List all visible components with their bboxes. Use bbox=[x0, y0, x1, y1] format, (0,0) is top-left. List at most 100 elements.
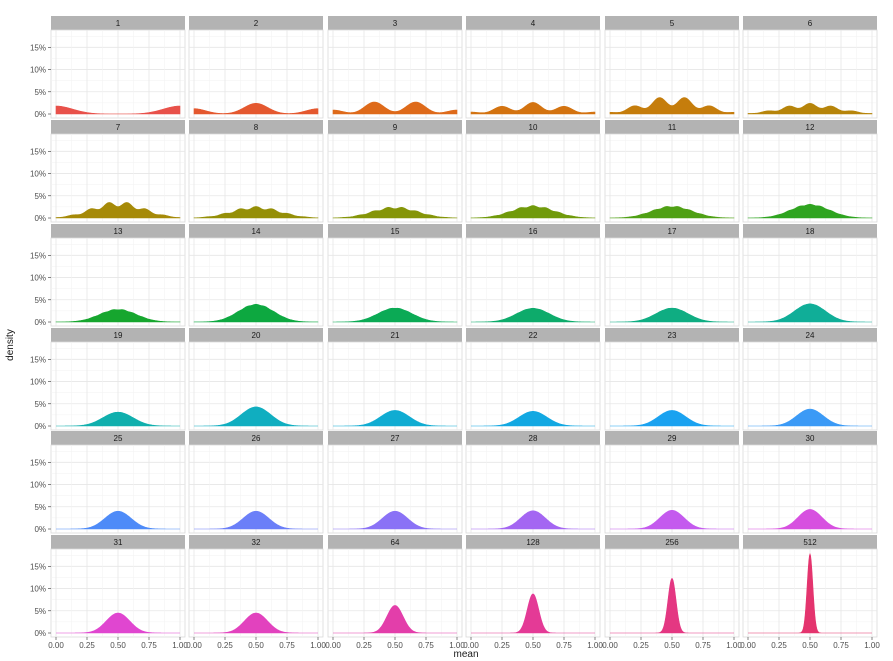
density-area-7 bbox=[55, 202, 181, 219]
facet-strip bbox=[51, 120, 185, 134]
density-area-5 bbox=[609, 97, 735, 115]
x-tick-label: 0.50 bbox=[802, 641, 818, 650]
facet-panel-64: 64 bbox=[327, 535, 463, 638]
facet-strip-label: 24 bbox=[806, 331, 815, 340]
x-tick-label: 0.25 bbox=[217, 641, 233, 650]
facet-strip-label: 17 bbox=[668, 227, 677, 236]
facet-panel-17: 17 bbox=[604, 224, 740, 327]
x-tick-label: 1.00 bbox=[864, 641, 880, 650]
x-tick-label: 1.00 bbox=[449, 641, 465, 650]
x-tick-label: 0.00 bbox=[463, 641, 479, 650]
facet-strip-label: 15 bbox=[391, 227, 400, 236]
density-area-23 bbox=[610, 410, 734, 427]
facet-strip-label: 23 bbox=[668, 331, 677, 340]
y-tick-label: 0% bbox=[34, 318, 46, 327]
facet-strip bbox=[605, 224, 739, 238]
facet-panel-128: 128 bbox=[465, 535, 601, 638]
facet-strip-label: 26 bbox=[252, 434, 261, 443]
y-tick-label: 15% bbox=[30, 251, 46, 260]
density-area-256 bbox=[610, 577, 734, 634]
x-tick-label: 1.00 bbox=[726, 641, 742, 650]
density-area-14 bbox=[193, 303, 319, 323]
x-tick-label: 0.00 bbox=[186, 641, 202, 650]
y-tick-label: 15% bbox=[30, 458, 46, 467]
facet-panel-9: 9 bbox=[327, 120, 463, 223]
density-area-512 bbox=[748, 552, 872, 634]
y-tick-label: 15% bbox=[30, 562, 46, 571]
y-tick-label: 5% bbox=[34, 503, 46, 512]
y-tick-label: 15% bbox=[30, 147, 46, 156]
facet-panel-16: 16 bbox=[465, 224, 601, 327]
y-tick-label: 5% bbox=[34, 607, 46, 616]
facet-strip bbox=[743, 16, 877, 30]
facet-strip bbox=[189, 120, 323, 134]
facet-strip bbox=[328, 431, 462, 445]
facet-panel-20: 20 bbox=[188, 328, 324, 431]
facet-strip bbox=[605, 120, 739, 134]
x-axis-title: mean bbox=[453, 649, 478, 660]
density-area-11 bbox=[609, 206, 735, 219]
density-area-21 bbox=[333, 410, 457, 427]
y-tick-label: 0% bbox=[34, 629, 46, 638]
facet-strip bbox=[328, 328, 462, 342]
density-area-128 bbox=[471, 593, 595, 634]
y-tick-label: 10% bbox=[30, 585, 46, 594]
facet-strip bbox=[328, 224, 462, 238]
facet-strip-label: 8 bbox=[254, 123, 259, 132]
y-tick-label: 5% bbox=[34, 88, 46, 97]
x-tick-label: 0.50 bbox=[525, 641, 541, 650]
facet-panel-4: 4 bbox=[465, 16, 601, 119]
facet-panel-29: 29 bbox=[604, 431, 740, 534]
facet-strip-label: 7 bbox=[116, 123, 121, 132]
facet-strip-label: 13 bbox=[114, 227, 123, 236]
facet-strip-label: 6 bbox=[808, 19, 813, 28]
facet-strip bbox=[189, 535, 323, 549]
x-tick-label: 0.00 bbox=[48, 641, 64, 650]
density-area-6 bbox=[747, 103, 873, 115]
x-axis: 0.00 0.25 0.50 0.75 1.000.00 0.25 0.50 0.75 1.00… bbox=[48, 637, 880, 650]
x-tick-label: 0.50 bbox=[664, 641, 680, 650]
density-area-22 bbox=[471, 411, 595, 427]
density-area-20 bbox=[194, 406, 318, 427]
y-tick-label: 10% bbox=[30, 274, 46, 283]
facet-strip-label: 16 bbox=[529, 227, 538, 236]
density-area-27 bbox=[333, 510, 457, 530]
facet-strip bbox=[605, 328, 739, 342]
x-tick-label: 0.75 bbox=[418, 641, 434, 650]
y-tick-label: 15% bbox=[30, 355, 46, 364]
facet-strip bbox=[51, 16, 185, 30]
facet-strip bbox=[189, 431, 323, 445]
density-area-12 bbox=[747, 203, 873, 219]
density-area-29 bbox=[610, 510, 734, 530]
facet-panel-24: 24 bbox=[742, 328, 878, 431]
density-area-16 bbox=[471, 307, 595, 323]
density-area-24 bbox=[748, 408, 872, 427]
facet-strip bbox=[189, 328, 323, 342]
facet-strip bbox=[51, 431, 185, 445]
facet-panel-21: 21 bbox=[327, 328, 463, 431]
facet-panel-25: 25 bbox=[50, 431, 186, 534]
density-area-32 bbox=[194, 612, 318, 634]
facet-panel-8: 8 bbox=[188, 120, 324, 223]
facet-strip-label: 9 bbox=[393, 123, 398, 132]
y-tick-label: 5% bbox=[34, 192, 46, 201]
facet-panel-18: 18 bbox=[742, 224, 878, 327]
facet-panel-1: 1 bbox=[50, 16, 186, 119]
density-area-28 bbox=[471, 510, 595, 530]
y-axis: 0% 5% 10% 15% 0% 5% 10% 15% 0% 5% 10% 15% 0% 5% 10% 15%… bbox=[30, 43, 51, 638]
facet-panel-5: 5 bbox=[604, 16, 740, 119]
facet-strip-label: 20 bbox=[252, 331, 261, 340]
facet-strip-label: 64 bbox=[391, 538, 400, 547]
facet-strip bbox=[743, 328, 877, 342]
y-tick-label: 10% bbox=[30, 170, 46, 179]
facet-strip bbox=[466, 224, 600, 238]
y-tick-label: 5% bbox=[34, 400, 46, 409]
facet-strip-label: 4 bbox=[531, 19, 536, 28]
facet-strip-label: 512 bbox=[803, 538, 817, 547]
facet-strip-label: 256 bbox=[665, 538, 679, 547]
facet-strip-label: 30 bbox=[806, 434, 815, 443]
x-tick-label: 1.00 bbox=[172, 641, 188, 650]
y-tick-label: 0% bbox=[34, 110, 46, 119]
density-area-2 bbox=[193, 103, 319, 115]
y-tick-label: 10% bbox=[30, 481, 46, 490]
